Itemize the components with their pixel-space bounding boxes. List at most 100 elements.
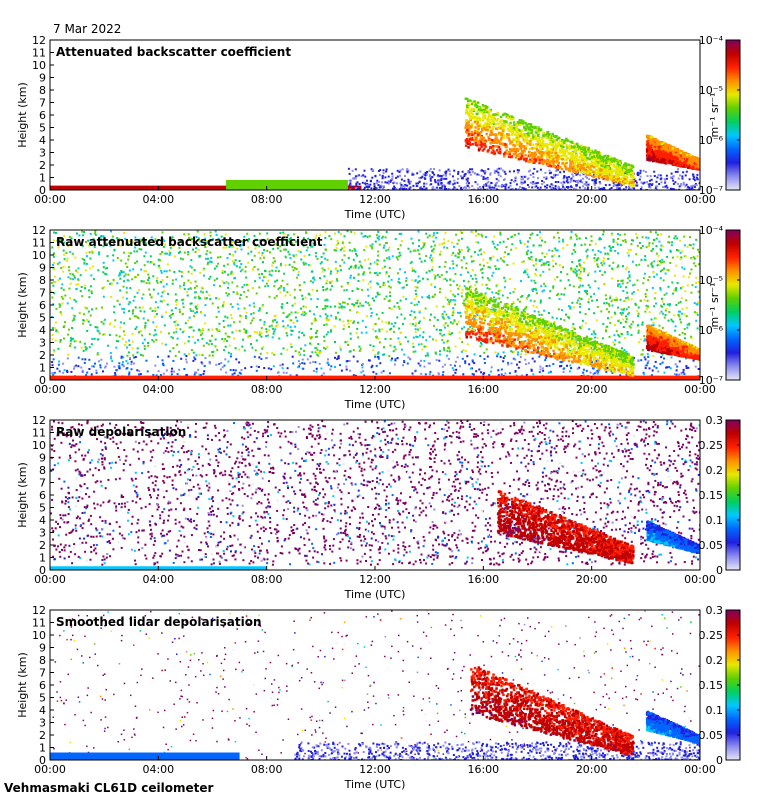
heatmap-cell bbox=[66, 357, 69, 360]
heatmap-cell bbox=[156, 355, 159, 358]
heatmap-cell bbox=[188, 244, 191, 246]
heatmap-cell bbox=[587, 183, 590, 186]
heatmap-cell bbox=[690, 185, 693, 188]
cloud-cell bbox=[693, 158, 696, 162]
y-tick-label: 10 bbox=[32, 59, 46, 72]
heatmap-cell bbox=[190, 259, 193, 262]
heatmap-cell bbox=[441, 365, 444, 368]
cloud-cell bbox=[547, 133, 550, 137]
heatmap-cell bbox=[335, 246, 338, 249]
heatmap-cell bbox=[535, 182, 538, 185]
heatmap-cell bbox=[117, 340, 120, 343]
heatmap-cell bbox=[674, 274, 676, 277]
heatmap-cell bbox=[520, 182, 523, 185]
cloud-cell bbox=[491, 145, 495, 148]
heatmap-cell bbox=[457, 311, 459, 314]
heatmap-cell bbox=[517, 232, 520, 235]
heatmap-cell bbox=[169, 316, 172, 319]
heatmap-cell bbox=[349, 182, 352, 185]
cloud-cell bbox=[669, 151, 672, 155]
heatmap-cell bbox=[143, 347, 146, 350]
cloud-cell bbox=[480, 108, 483, 112]
cloud-cell bbox=[476, 144, 479, 147]
heatmap-cell bbox=[453, 182, 456, 185]
heatmap-cell bbox=[679, 318, 682, 321]
heatmap-cell bbox=[417, 300, 420, 303]
heatmap-cell bbox=[359, 264, 362, 267]
heatmap-cell bbox=[314, 252, 317, 255]
heatmap-cell bbox=[192, 248, 194, 251]
heatmap-cell bbox=[681, 308, 684, 310]
heatmap-cell bbox=[504, 187, 507, 190]
heatmap-cell bbox=[543, 181, 545, 184]
heatmap-cell bbox=[409, 186, 412, 189]
heatmap-cell bbox=[474, 172, 476, 175]
heatmap-cell bbox=[375, 187, 378, 190]
heatmap-cell bbox=[658, 240, 661, 243]
heatmap-cell bbox=[166, 252, 169, 255]
heatmap-cell bbox=[548, 169, 551, 172]
heatmap-cell bbox=[629, 188, 632, 190]
cloud-cell bbox=[478, 108, 481, 111]
heatmap-cell bbox=[169, 252, 172, 254]
cloud-cell bbox=[512, 143, 515, 147]
y-tick-label: 5 bbox=[39, 122, 46, 135]
heatmap-cell bbox=[567, 315, 570, 318]
heatmap-cell bbox=[118, 303, 121, 306]
heatmap-cell bbox=[384, 236, 387, 239]
heatmap-cell bbox=[61, 283, 64, 286]
cloud-cell bbox=[470, 115, 473, 118]
heatmap-cell bbox=[160, 314, 163, 317]
heatmap-cell bbox=[681, 250, 684, 253]
heatmap-cell bbox=[632, 320, 635, 323]
cloud-cell bbox=[523, 138, 527, 141]
heatmap-cell bbox=[326, 279, 329, 282]
cloud-cell bbox=[487, 111, 490, 115]
cloud-cell bbox=[527, 126, 530, 129]
cloud-cell bbox=[470, 122, 473, 126]
heatmap-cell bbox=[463, 186, 466, 189]
heatmap-cell bbox=[313, 313, 316, 316]
cloud-cell bbox=[519, 157, 522, 160]
heatmap-cell bbox=[682, 181, 685, 184]
cloud-cell bbox=[615, 172, 618, 176]
heatmap-cell bbox=[471, 168, 474, 171]
heatmap-cell bbox=[635, 304, 638, 307]
heatmap-cell bbox=[501, 169, 504, 172]
cloud-cell bbox=[569, 164, 572, 168]
heatmap-cell bbox=[155, 333, 158, 336]
cloud-cell bbox=[618, 161, 621, 164]
heatmap-cell bbox=[630, 298, 633, 301]
heatmap-cell bbox=[465, 182, 468, 185]
heatmap-cell bbox=[438, 359, 441, 362]
heatmap-cell bbox=[443, 265, 446, 268]
cloud-cell bbox=[616, 167, 620, 170]
cloud-cell bbox=[666, 160, 670, 163]
heatmap-cell bbox=[387, 180, 390, 183]
heatmap-cell bbox=[425, 232, 428, 235]
cloud-cell bbox=[468, 133, 471, 136]
heatmap-cell bbox=[343, 249, 345, 252]
heatmap-cell bbox=[105, 362, 108, 365]
cloud-cell bbox=[669, 153, 672, 156]
heatmap-cell bbox=[653, 175, 656, 177]
heatmap-cell bbox=[358, 349, 361, 352]
heatmap-cell bbox=[405, 188, 408, 190]
heatmap-cell bbox=[584, 183, 587, 186]
heatmap-cell bbox=[315, 332, 317, 335]
heatmap-cell bbox=[632, 291, 635, 293]
heatmap-cell bbox=[447, 168, 450, 171]
cloud-cell bbox=[663, 158, 667, 162]
heatmap-cell bbox=[434, 181, 437, 184]
heatmap-cell bbox=[379, 362, 382, 365]
cloud-cell bbox=[595, 175, 598, 178]
cloud-cell bbox=[481, 104, 485, 107]
heatmap-cell bbox=[560, 271, 563, 273]
heatmap-cell bbox=[586, 188, 589, 190]
heatmap-cell bbox=[136, 351, 139, 354]
heatmap-cell bbox=[605, 371, 608, 373]
cloud-cell bbox=[522, 145, 525, 148]
heatmap-cell bbox=[576, 180, 579, 182]
cloud-cell bbox=[598, 171, 601, 174]
x-tick-label: 00:00 bbox=[34, 193, 66, 206]
